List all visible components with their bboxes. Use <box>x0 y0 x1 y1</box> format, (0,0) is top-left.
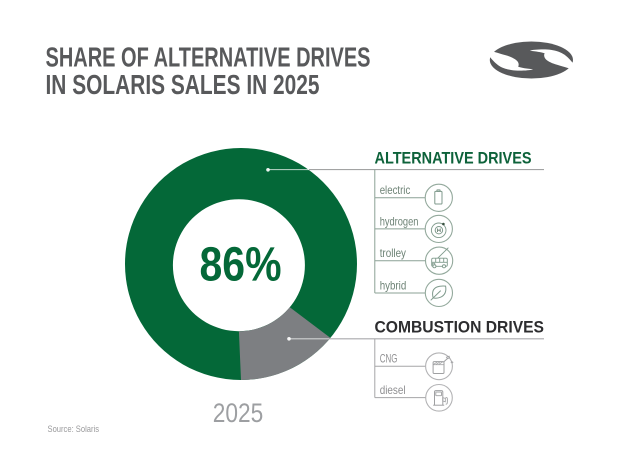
svg-text:trolley: trolley <box>380 246 406 260</box>
svg-text:ALTERNATIVE DRIVES: ALTERNATIVE DRIVES <box>375 150 532 168</box>
svg-text:CNG: CNG <box>380 352 398 366</box>
svg-text:COMBUSTION DRIVES: COMBUSTION DRIVES <box>375 319 545 337</box>
svg-text:SHARE OF ALTERNATIVE DRIVES: SHARE OF ALTERNATIVE DRIVES <box>46 42 371 73</box>
svg-text:diesel: diesel <box>380 383 406 397</box>
svg-text:hybrid: hybrid <box>380 278 407 292</box>
svg-text:IN SOLARIS SALES IN 2025: IN SOLARIS SALES IN 2025 <box>46 69 320 100</box>
svg-text:86%: 86% <box>200 238 282 292</box>
svg-text:2025: 2025 <box>213 398 264 428</box>
svg-text:electric: electric <box>380 183 411 197</box>
svg-text:hydrogen: hydrogen <box>380 214 419 228</box>
svg-text:Source: Solaris: Source: Solaris <box>48 424 100 435</box>
